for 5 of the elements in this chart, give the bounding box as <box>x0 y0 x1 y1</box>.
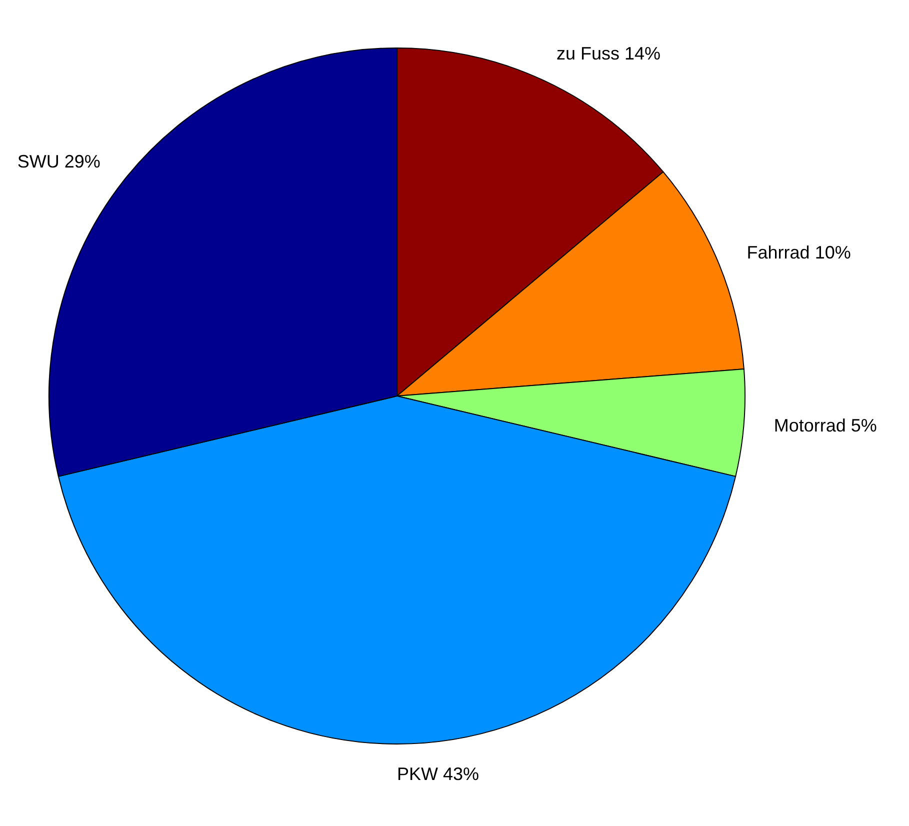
slice-label: Motorrad 5% <box>774 415 877 436</box>
slice-label: zu Fuss 14% <box>556 43 660 64</box>
slice-label: Fahrrad 10% <box>746 242 851 263</box>
slice-label: SWU 29% <box>17 152 100 172</box>
slice-label: PKW 43% <box>397 764 480 784</box>
